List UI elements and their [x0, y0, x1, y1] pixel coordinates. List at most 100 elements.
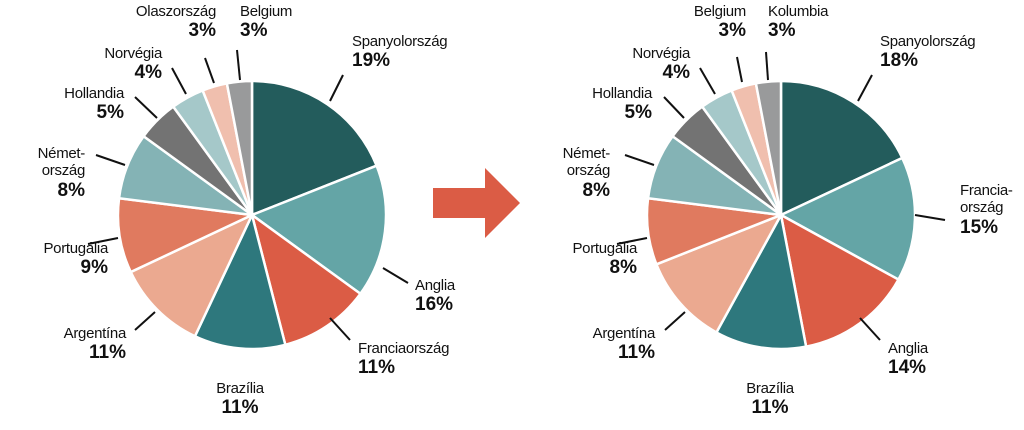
pie-slice-kolumbia	[754, 79, 783, 216]
pie-slice-anglia	[779, 212, 901, 349]
slice-percent: 3%	[718, 20, 746, 42]
leader-line	[857, 74, 873, 102]
slice-label: Francia-ország 15%	[960, 182, 1013, 238]
slice-name: Kolumbia	[768, 3, 829, 20]
slice-percent: 3%	[768, 20, 796, 42]
slice-percent: 16%	[415, 294, 454, 316]
pie-slice-brazília	[193, 211, 287, 351]
slice-label: Argentína 11%	[63, 325, 127, 364]
pie-slice-spanyolország	[779, 79, 904, 217]
slice-name: Német-	[37, 145, 86, 162]
slice-label: Belgium 3%	[240, 3, 292, 42]
leader-line	[134, 311, 156, 331]
slice-name: Spanyolország	[352, 33, 448, 50]
slice-name: ország	[960, 199, 1004, 217]
leader-line	[329, 74, 344, 102]
pie-2	[645, 79, 917, 351]
slice-percent: 8%	[57, 179, 85, 201]
slice-percent: 4%	[662, 62, 690, 84]
slice-percent: 8%	[582, 179, 610, 201]
slice-name: Francia-	[960, 182, 1013, 199]
slice-name: Német-	[562, 145, 611, 162]
pie-slice-argentína	[129, 212, 255, 338]
slice-name: Norvégia	[104, 45, 162, 62]
slice-percent: 11%	[221, 397, 259, 419]
slice-percent: 11%	[89, 342, 126, 364]
slice-label: Hollandia 5%	[64, 85, 124, 124]
slice-label: Spanyolország 18%	[880, 33, 976, 72]
leader-line	[765, 51, 769, 81]
slice-label: Hollandia 5%	[592, 85, 652, 124]
slice-label: Kolumbia 3%	[768, 3, 828, 42]
slice-name: Belgium	[693, 3, 746, 20]
slice-name: Olaszország	[135, 3, 216, 20]
leader-line	[134, 96, 158, 119]
slice-label: Német-ország 8%	[37, 145, 86, 201]
slice-name: Spanyolország	[880, 33, 976, 50]
slice-label: Spanyolország 19%	[352, 33, 448, 72]
slice-percent: 5%	[96, 102, 124, 124]
leader-line	[624, 154, 655, 166]
slice-percent: 3%	[240, 20, 268, 42]
arrow-right-icon	[433, 168, 520, 238]
slice-name: Anglia	[888, 340, 928, 357]
leader-line	[664, 311, 686, 331]
slice-percent: 11%	[751, 397, 789, 419]
slice-name: Argentína	[592, 325, 656, 342]
slice-label: Brazília 11%	[180, 380, 300, 419]
pie-1	[116, 79, 388, 351]
leader-line	[204, 57, 215, 84]
slice-percent: 19%	[352, 50, 391, 72]
slice-name: Argentína	[63, 325, 127, 342]
leader-line	[87, 237, 119, 245]
slice-name: Franciaország	[358, 340, 450, 357]
slice-name: Anglia	[415, 277, 455, 294]
slice-label: Belgium 3%	[694, 3, 746, 42]
slice-label: Norvégia 4%	[104, 45, 162, 84]
pie-slice-franciaország	[249, 211, 363, 347]
pie-slice-anglia	[249, 164, 388, 296]
slice-label: Norvégia 4%	[632, 45, 690, 84]
pie-slice-franciaország	[778, 156, 917, 282]
leader-line	[914, 214, 946, 221]
slice-percent: 11%	[618, 342, 655, 364]
slice-percent: 15%	[960, 216, 999, 238]
slice-label: Német-ország 8%	[562, 145, 611, 201]
slice-name: Brazília	[746, 380, 794, 397]
leader-line	[382, 267, 409, 284]
slice-name: Portugália	[43, 240, 108, 257]
leader-line	[663, 96, 685, 119]
slice-label: Olaszország 3%	[136, 3, 216, 42]
pie-slice-brazília	[714, 211, 808, 351]
slice-percent: 5%	[624, 102, 652, 124]
slice-name: Norvégia	[632, 45, 690, 62]
leader-line	[171, 67, 187, 95]
slice-name: Hollandia	[64, 85, 124, 102]
slice-name: ország	[41, 162, 86, 180]
slice-percent: 14%	[888, 357, 927, 379]
slice-name: Hollandia	[592, 85, 652, 102]
leader-line	[329, 317, 351, 341]
slice-percent: 4%	[134, 62, 162, 84]
slice-label: Portugália 9%	[43, 240, 108, 279]
slice-label: Anglia 14%	[888, 340, 928, 379]
slice-name: Belgium	[240, 3, 293, 20]
slice-percent: 18%	[880, 50, 919, 72]
pie-slice-argentína	[654, 212, 784, 335]
slice-label: Franciaország 11%	[358, 340, 449, 379]
leader-line	[95, 154, 126, 166]
slice-name: Brazília	[216, 380, 264, 397]
leader-line	[616, 237, 648, 245]
slice-label: Portugália 8%	[572, 240, 637, 279]
slice-percent: 8%	[609, 257, 637, 279]
leader-line	[736, 56, 743, 83]
slice-name: ország	[566, 162, 611, 180]
pie-slice-spanyolország	[250, 79, 379, 217]
slice-label: Anglia 16%	[415, 277, 455, 316]
slice-percent: 11%	[358, 357, 395, 379]
leader-line	[236, 49, 241, 81]
slice-label: Argentína 11%	[592, 325, 656, 364]
pie-slice-belgium	[225, 79, 254, 216]
slice-name: Portugália	[572, 240, 637, 257]
